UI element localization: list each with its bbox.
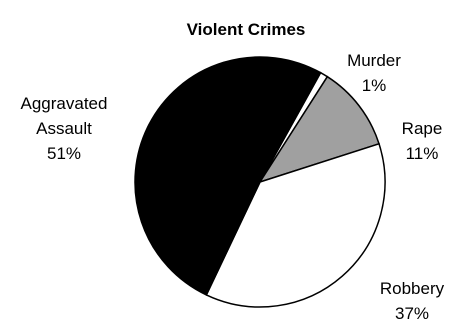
slice-name-label: Assault — [36, 119, 92, 138]
chart-title: Violent Crimes — [187, 20, 306, 39]
slice-name-label: Murder — [347, 51, 401, 70]
pie-slice-aggravated-assault — [134, 56, 322, 296]
slice-percent-label: 11% — [406, 144, 439, 163]
slice-name-label: Robbery — [380, 279, 445, 298]
pie-slice-robbery — [205, 142, 386, 308]
slice-percent-label: 51% — [47, 144, 81, 163]
slice-name-label: Rape — [402, 119, 443, 138]
slice-percent-label: 37% — [395, 304, 429, 322]
slice-percent-label: 1% — [362, 76, 387, 95]
slice-name-label: Aggravated — [21, 94, 108, 113]
pie-slice-rape — [258, 75, 380, 184]
